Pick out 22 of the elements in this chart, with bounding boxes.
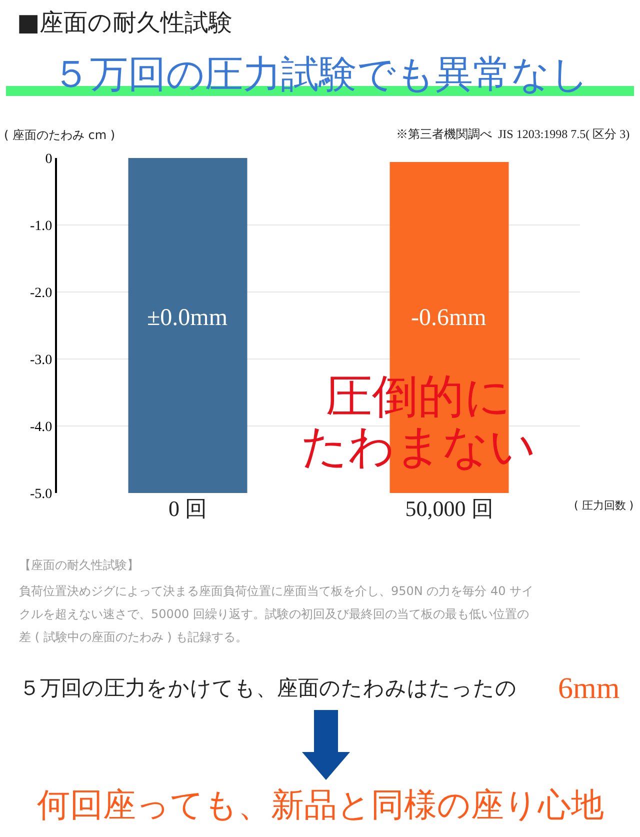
text: クルを超えない速さで、50000 回繰り返す。試験の初回及び最終回の当て板の最も低い位置の (19, 607, 529, 621)
x-axis-title: ( 圧力回数 ) (574, 499, 634, 512)
annotation: ±0.0mm (147, 305, 228, 331)
text: 差 ( 試験中の座面のたわみ ) も記録する。 (19, 630, 248, 644)
x-tick-label: 0 回 (168, 496, 207, 521)
annotation: -0.6mm (411, 305, 487, 331)
y-axis-title: ( 座面のたわみ cm ) (4, 128, 116, 142)
y-tick-label: 0 (45, 152, 52, 167)
x-tick-label: 50,000 回 (405, 496, 494, 521)
y-tick-label: -1.0 (30, 218, 52, 234)
y-tick-label: -3.0 (30, 352, 52, 368)
text: 【座面の耐久性試験】 (19, 558, 139, 572)
chart-subtitle: ５万回の圧力試験でも異常なし (52, 54, 589, 96)
y-tick-label: -2.0 (30, 286, 52, 301)
text: 負荷位置決めジグによって決まる座面負荷位置に座面当て板を介し、950N の力を毎分 40 サイ (19, 584, 534, 598)
text: 何回座っても、新品と同様の座り心地 (37, 788, 604, 824)
text: 6mm (558, 672, 620, 705)
chart-title: ■座面の耐久性試験 (17, 8, 233, 36)
text: ※第三者機関調べ JIS 1203:1998 7.5( 区分 3) (396, 127, 630, 141)
y-tick-label: -5.0 (30, 486, 52, 502)
text: ５万回の圧力をかけても、座面のたわみはたったの (19, 676, 517, 700)
y-tick-label: -4.0 (30, 420, 52, 435)
